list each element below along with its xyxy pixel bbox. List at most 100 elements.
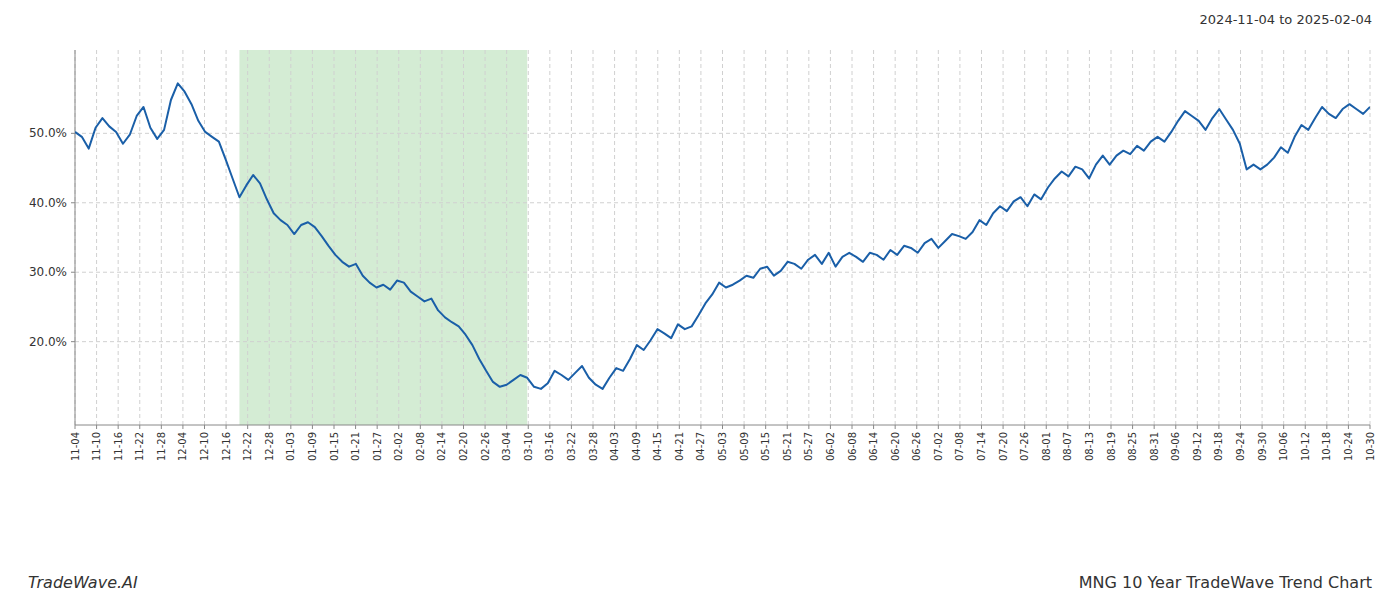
- y-grid-line: [75, 341, 1370, 342]
- x-grid-line: [1089, 50, 1090, 425]
- x-tick: [1240, 425, 1241, 429]
- x-grid-line: [981, 50, 982, 425]
- x-tick-label: 06-20: [890, 432, 901, 461]
- annotation: TradeWave.AI: [28, 573, 138, 592]
- x-tick: [226, 425, 227, 429]
- y-grid-line: [75, 133, 1370, 134]
- x-grid-line: [398, 50, 399, 425]
- x-grid-line: [1326, 50, 1327, 425]
- x-grid-line: [161, 50, 162, 425]
- x-tick-label: 09-06: [1170, 432, 1181, 461]
- x-tick-label: 03-28: [588, 432, 599, 461]
- x-tick: [808, 425, 809, 429]
- x-tick: [1067, 425, 1068, 429]
- x-tick: [895, 425, 896, 429]
- x-tick-label: 05-03: [717, 432, 728, 461]
- x-tick: [118, 425, 119, 429]
- x-tick: [614, 425, 615, 429]
- x-grid-line: [679, 50, 680, 425]
- x-grid-line: [1240, 50, 1241, 425]
- x-tick: [1046, 425, 1047, 429]
- x-grid-line: [722, 50, 723, 425]
- x-grid-line: [593, 50, 594, 425]
- x-tick: [334, 425, 335, 429]
- x-tick-label: 07-02: [933, 432, 944, 461]
- x-tick-label: 01-03: [285, 432, 296, 461]
- y-tick: [71, 272, 75, 273]
- x-tick-label: 06-14: [868, 432, 879, 461]
- x-tick: [679, 425, 680, 429]
- x-tick-label: 12-22: [242, 432, 253, 461]
- x-tick-label: 01-15: [329, 432, 340, 461]
- grid: [75, 50, 1370, 425]
- x-tick-label: 03-16: [544, 432, 555, 461]
- title: MNG 10 Year TradeWave Trend Chart: [1079, 573, 1372, 592]
- x-tick-label: 05-09: [739, 432, 750, 461]
- x-grid-line: [96, 50, 97, 425]
- x-tick: [269, 425, 270, 429]
- x-tick: [938, 425, 939, 429]
- x-tick: [1305, 425, 1306, 429]
- x-grid-line: [139, 50, 140, 425]
- x-tick-label: 10-06: [1278, 432, 1289, 461]
- x-tick-label: 05-15: [760, 432, 771, 461]
- x-grid-line: [1132, 50, 1133, 425]
- x-tick-label: 12-28: [264, 432, 275, 461]
- x-tick: [96, 425, 97, 429]
- x-tick-label: 04-21: [674, 432, 685, 461]
- x-grid-line: [377, 50, 378, 425]
- x-grid-line: [506, 50, 507, 425]
- x-grid-line: [873, 50, 874, 425]
- x-tick-label: 10-24: [1343, 432, 1354, 461]
- x-tick-label: 04-27: [695, 432, 706, 461]
- x-tick-label: 03-22: [566, 432, 577, 461]
- x-tick: [916, 425, 917, 429]
- x-tick: [420, 425, 421, 429]
- x-grid-line: [226, 50, 227, 425]
- x-ticks: 11-0411-1011-1611-2211-2812-0412-1012-16…: [70, 425, 1376, 461]
- x-grid-line: [852, 50, 853, 425]
- x-tick-label: 08-25: [1127, 432, 1138, 461]
- x-tick: [1283, 425, 1284, 429]
- y-tick-label: 20.0%: [29, 335, 67, 349]
- x-tick-label: 08-13: [1084, 432, 1095, 461]
- x-tick-label: 06-08: [847, 432, 858, 461]
- x-tick-label: 02-14: [436, 432, 447, 461]
- x-grid-line: [1175, 50, 1176, 425]
- x-grid-line: [75, 50, 76, 425]
- x-tick-label: 12-04: [177, 432, 188, 461]
- x-grid-line: [463, 50, 464, 425]
- x-grid-line: [895, 50, 896, 425]
- x-tick: [593, 425, 594, 429]
- x-grid-line: [744, 50, 745, 425]
- x-tick-label: 09-12: [1192, 432, 1203, 461]
- x-grid-line: [1262, 50, 1263, 425]
- subtitle: 2024-11-04 to 2025-02-04: [1200, 12, 1372, 27]
- x-grid-line: [571, 50, 572, 425]
- x-grid-line: [528, 50, 529, 425]
- x-tick-label: 10-18: [1321, 432, 1332, 461]
- x-grid-line: [355, 50, 356, 425]
- x-tick: [1024, 425, 1025, 429]
- x-tick: [852, 425, 853, 429]
- y-ticks: 20.0%30.0%40.0%50.0%: [29, 126, 75, 348]
- x-grid-line: [657, 50, 658, 425]
- x-tick: [377, 425, 378, 429]
- x-grid-line: [700, 50, 701, 425]
- y-tick: [71, 341, 75, 342]
- x-grid-line: [290, 50, 291, 425]
- x-tick-label: 12-16: [221, 432, 232, 461]
- x-tick-label: 06-02: [825, 432, 836, 461]
- x-tick-label: 06-26: [911, 432, 922, 461]
- x-tick-label: 07-14: [976, 432, 987, 461]
- x-grid-line: [334, 50, 335, 425]
- x-tick-label: 02-26: [480, 432, 491, 461]
- x-tick: [765, 425, 766, 429]
- x-grid-line: [247, 50, 248, 425]
- x-tick: [700, 425, 701, 429]
- y-tick: [71, 202, 75, 203]
- x-grid-line: [1067, 50, 1068, 425]
- x-tick: [1370, 425, 1371, 429]
- x-grid-line: [636, 50, 637, 425]
- x-tick: [528, 425, 529, 429]
